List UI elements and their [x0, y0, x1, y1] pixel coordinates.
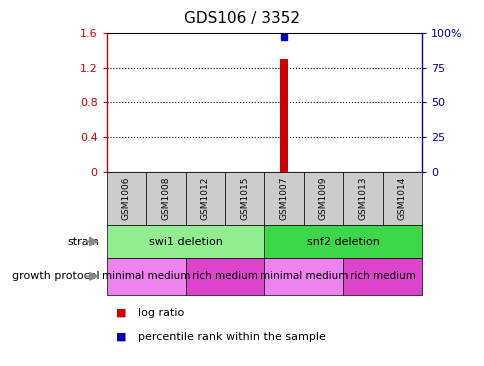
Text: minimal medium: minimal medium [259, 271, 347, 281]
Bar [264, 172, 303, 225]
Text: swi1 deletion: swi1 deletion [148, 236, 222, 247]
Bar [106, 172, 146, 225]
Text: GSM1006: GSM1006 [121, 177, 131, 220]
Text: GSM1009: GSM1009 [318, 177, 327, 220]
Text: GSM1008: GSM1008 [161, 177, 170, 220]
Text: GSM1012: GSM1012 [200, 177, 209, 220]
Text: GSM1015: GSM1015 [240, 177, 249, 220]
Bar [106, 225, 264, 258]
Text: rich medium: rich medium [192, 271, 257, 281]
Text: percentile rank within the sample: percentile rank within the sample [138, 332, 325, 342]
Bar [342, 172, 382, 225]
Text: minimal medium: minimal medium [102, 271, 190, 281]
Text: snf2 deletion: snf2 deletion [306, 236, 379, 247]
Bar [342, 258, 421, 295]
Bar [146, 172, 185, 225]
Text: GSM1007: GSM1007 [279, 177, 288, 220]
Text: growth protocol: growth protocol [12, 271, 99, 281]
Text: rich medium: rich medium [349, 271, 415, 281]
Bar [185, 172, 225, 225]
Text: strain: strain [67, 236, 99, 247]
Text: ■: ■ [116, 308, 127, 318]
Bar [382, 172, 421, 225]
Bar [106, 258, 185, 295]
Text: log ratio: log ratio [138, 308, 184, 318]
Bar [264, 225, 421, 258]
Text: ■: ■ [116, 332, 127, 342]
Bar [280, 59, 287, 172]
Bar [225, 172, 264, 225]
Bar [185, 258, 264, 295]
Bar [264, 258, 342, 295]
Text: GSM1014: GSM1014 [397, 177, 406, 220]
Text: GDS106 / 3352: GDS106 / 3352 [184, 11, 300, 26]
Bar [303, 172, 342, 225]
Text: GSM1013: GSM1013 [358, 177, 366, 220]
